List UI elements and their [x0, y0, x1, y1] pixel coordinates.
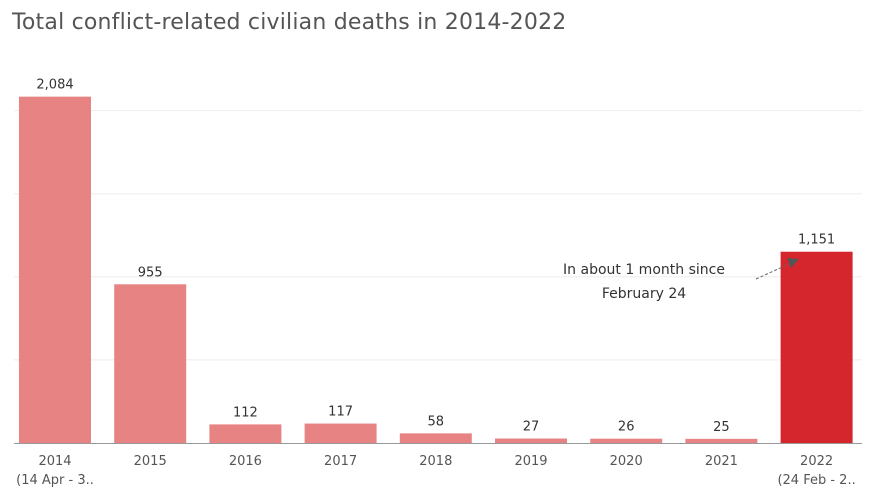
value-label-2020: 26 [618, 420, 635, 435]
value-label-2016: 112 [233, 405, 258, 420]
x-subtick-2022: (24 Feb - 2.. [777, 473, 855, 488]
value-label-2014: 2,084 [36, 78, 73, 93]
bar-2019 [495, 438, 567, 443]
value-labels: 2,084 955 112 117 58 27 26 25 1,151 [36, 78, 835, 435]
x-tick-2020: 2020 [610, 454, 643, 469]
x-tick-2018: 2018 [419, 454, 452, 469]
bar-2018 [399, 433, 472, 443]
bar-2014 [19, 96, 91, 443]
value-label-2022: 1,151 [798, 233, 835, 248]
x-subtick-2014: (14 Apr - 3.. [16, 473, 94, 488]
x-tick-2022: 2022 [800, 454, 833, 469]
annotation-line-1: In about 1 month since [563, 262, 725, 278]
annotation-arrowhead [787, 258, 799, 268]
bar-2016 [209, 424, 282, 443]
chart-title: Total conflict-related civilian deaths i… [12, 10, 567, 35]
value-label-2018: 58 [428, 414, 445, 429]
bar-2022 [780, 251, 853, 443]
value-label-2017: 117 [328, 405, 353, 420]
annotation-line-2: February 24 [602, 286, 686, 302]
value-label-2015: 955 [138, 265, 163, 280]
x-tick-2015: 2015 [134, 454, 167, 469]
bar-2017 [304, 423, 377, 443]
x-tick-2021: 2021 [705, 454, 738, 469]
value-label-2021: 25 [713, 420, 730, 435]
bar-2021 [685, 438, 758, 443]
bar-2015 [114, 284, 187, 443]
x-tick-labels: 2014 (14 Apr - 3.. 2015 2016 2017 2018 2019 202… [16, 454, 856, 488]
x-tick-2019: 2019 [514, 454, 547, 469]
x-tick-2017: 2017 [324, 454, 357, 469]
bar-2020 [590, 438, 663, 443]
bars [19, 96, 853, 443]
value-label-2019: 27 [523, 420, 540, 435]
x-tick-2014: 2014 [38, 454, 71, 469]
x-tick-2016: 2016 [229, 454, 262, 469]
annotation-connector [755, 263, 790, 280]
annotation: In about 1 month since February 24 [563, 258, 799, 302]
